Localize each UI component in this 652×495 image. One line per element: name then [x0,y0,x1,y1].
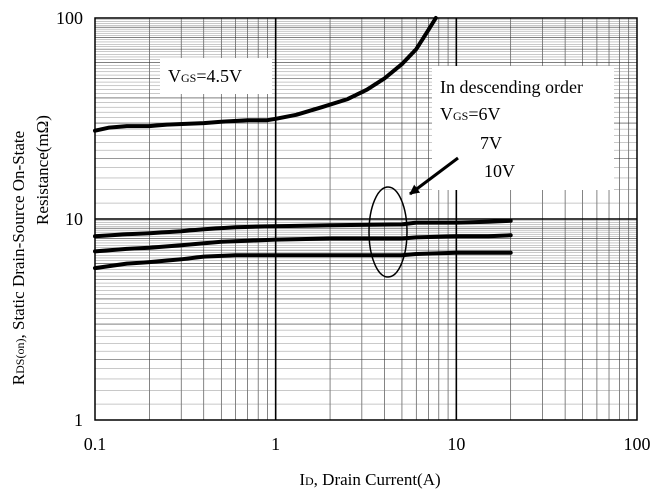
plot-frame [94,17,638,421]
vgs45-label-box [160,58,272,94]
order-legend-title: In descending order [440,77,583,97]
y-tick-label: 1 [74,410,83,430]
vgs45-label: VGS=4.5V [168,66,242,86]
x-tick-label: 100 [624,434,651,454]
order-legend-box [432,66,614,190]
series-vgs-7v-line [93,233,513,254]
x-tick-label: 1 [271,434,280,454]
pointer-arrow [409,156,459,196]
order-legend-7v: 7V [480,133,502,153]
series-vgs-6v-line [93,218,513,239]
order-legend-vgs6: VGS=6V [440,104,501,124]
order-legend-10v: 10V [484,161,515,181]
y-tick-labels: 1 10 100 [56,8,83,430]
y-axis-title-line2: Resistance(mΩ) [33,115,52,225]
grouping-ellipse [368,186,408,278]
x-tick-label: 0.1 [84,434,107,454]
series-layer [93,16,513,271]
y-tick-label: 10 [65,209,83,229]
series-vgs-10v-line [93,250,513,271]
series-vgs-4-5v-line [93,16,438,133]
y-tick-label: 100 [56,8,83,28]
x-tick-labels: 0.1 1 10 100 [84,434,651,454]
x-axis-title: ID, Drain Current(A) [299,470,440,489]
x-tick-label: 10 [447,434,465,454]
y-axis-title-line1: RDS(on), Static Drain-Source On-State [9,131,28,385]
